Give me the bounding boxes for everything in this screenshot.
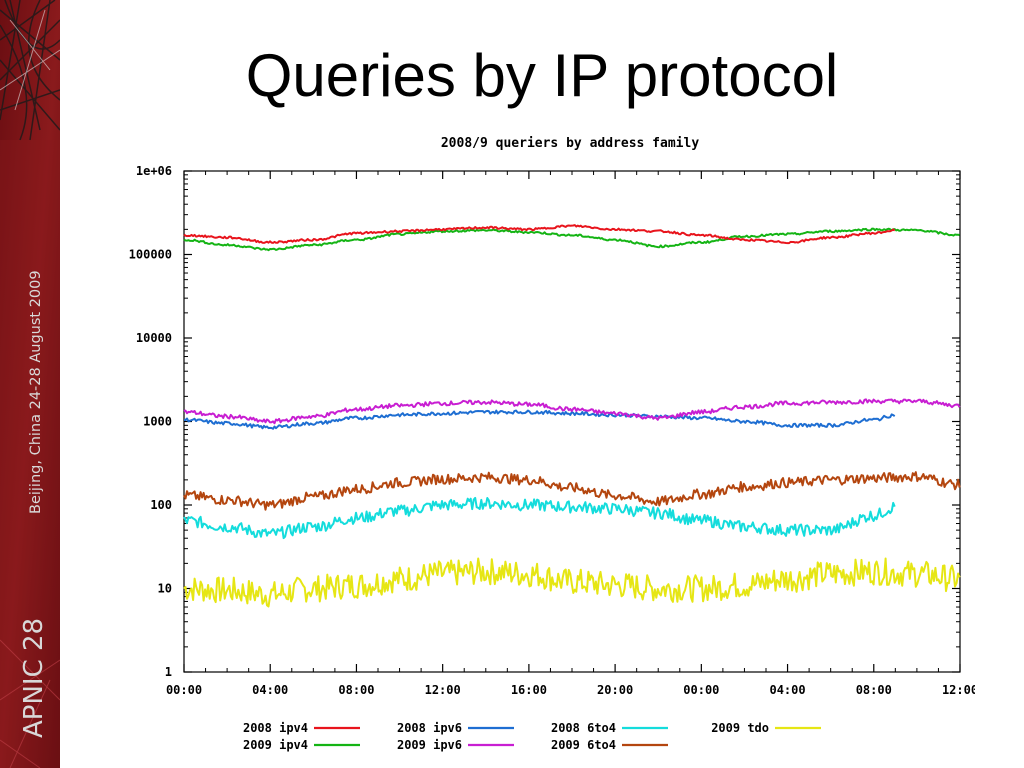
series-line [183, 398, 961, 425]
legend-label: 2009 tdo [711, 721, 769, 735]
series-line [183, 471, 961, 511]
legend-item: 2008 ipv6 [397, 721, 514, 735]
legend-label: 2008 ipv6 [397, 721, 462, 735]
y-tick-label: 100 [150, 498, 172, 512]
series-line [183, 496, 896, 540]
x-tick-label: 16:00 [511, 683, 547, 697]
sidebar-location-date: Beijing, China 24-28 August 2009 [28, 270, 44, 514]
line-chart: 2008/9 queriers by address family 1 10 100… [129, 136, 975, 752]
legend: 2008 ipv4 2008 ipv6 2008 6to4 2009 tdo 2009 … [243, 721, 821, 752]
y-tick-label: 10 [158, 582, 172, 596]
legend-item: 2008 6to4 [551, 721, 668, 735]
x-tick-label: 00:00 [166, 683, 202, 697]
series-line [183, 227, 960, 252]
x-tick-label: 20:00 [597, 683, 633, 697]
sidebar-event-label: APNIC 28 [19, 618, 49, 738]
legend-item: 2008 ipv4 [243, 721, 360, 735]
x-tick-label: 04:00 [769, 683, 805, 697]
chart-title: 2008/9 queriers by address family [441, 136, 699, 151]
x-tick-label: 12:00 [942, 683, 975, 697]
legend-label: 2008 6to4 [551, 721, 616, 735]
legend-label: 2009 ipv4 [243, 738, 308, 752]
y-tick-label: 1 [165, 665, 172, 679]
series-line [183, 557, 961, 608]
y-tick-label: 1e+06 [136, 164, 172, 178]
legend-item: 2009 ipv6 [397, 738, 514, 752]
slide-title: Queries by IP protocol [245, 42, 839, 109]
y-tick-label: 100000 [129, 248, 172, 262]
y-tick-label: 1000 [143, 415, 172, 429]
legend-label: 2009 6to4 [551, 738, 616, 752]
x-tick-label: 00:00 [683, 683, 719, 697]
y-axis: 1 10 100 1000 10000 100000 1e+06 [129, 164, 960, 679]
sidebar-banner: APNIC 28 Beijing, China 24-28 August 200… [0, 0, 60, 768]
decorative-pattern [0, 0, 60, 141]
x-tick-label: 08:00 [338, 683, 374, 697]
series-line [183, 224, 896, 245]
x-tick-label: 12:00 [425, 683, 461, 697]
legend-label: 2008 ipv4 [243, 721, 308, 735]
legend-item: 2009 ipv4 [243, 738, 360, 752]
legend-label: 2009 ipv6 [397, 738, 462, 752]
x-tick-label: 04:00 [252, 683, 288, 697]
decorative-pattern-bottom [0, 639, 60, 768]
x-tick-label: 08:00 [856, 683, 892, 697]
series-line [184, 409, 896, 430]
legend-item: 2009 tdo [711, 721, 821, 735]
legend-item: 2009 6to4 [551, 738, 668, 752]
x-axis: 00:00 04:00 08:00 12:00 16:00 20:00 00:00 04:00… [166, 171, 975, 697]
y-tick-label: 10000 [136, 331, 172, 345]
series-lines [183, 224, 961, 608]
minor-ticks [184, 171, 960, 672]
